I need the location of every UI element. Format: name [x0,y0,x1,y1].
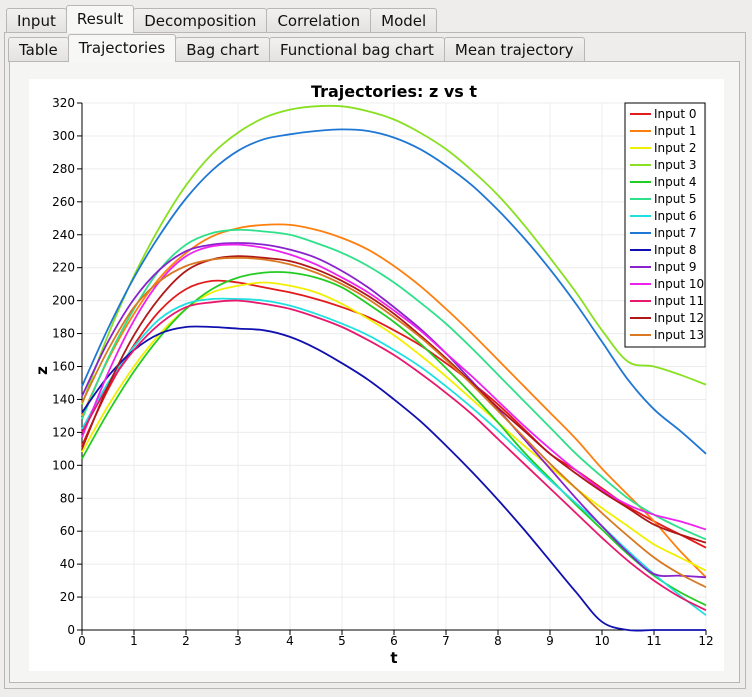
y-tick-label: 100 [52,458,75,472]
legend-label-input-11: Input 11 [654,294,704,308]
main-tab-bar: Input Result Decomposition Correlation Model [6,5,438,33]
legend-box [624,102,706,348]
y-tick-label: 40 [60,557,75,571]
y-tick-label: 60 [60,524,75,538]
x-tick-label: 2 [182,634,190,648]
subtab-table[interactable]: Table [8,37,69,62]
series-line-input-7 [81,128,707,455]
chart-title: Trajectories: z vs t [311,82,477,101]
subtab-bag-chart[interactable]: Bag chart [175,37,270,62]
legend-label-input-4: Input 4 [654,175,697,189]
y-tick-label: 20 [60,590,75,604]
legend-label-input-0: Input 0 [654,107,697,121]
x-tick-label: 10 [594,634,609,648]
x-tick-label: 1 [130,634,138,648]
y-tick-label: 80 [60,491,75,505]
x-tick-label: 3 [234,634,242,648]
x-tick-label: 6 [390,634,398,648]
x-axis-label: t [390,649,397,667]
legend-label-input-12: Input 12 [654,311,704,325]
series-line-input-5 [81,228,707,541]
subtab-trajectories[interactable]: Trajectories [67,34,177,62]
tab-result[interactable]: Result [65,5,135,33]
x-tick-label: 0 [78,634,86,648]
tab-input[interactable]: Input [6,8,67,33]
y-tick-label: 300 [52,129,75,143]
series-line-input-1 [81,223,707,578]
subtab-mean-trajectory[interactable]: Mean trajectory [443,37,585,62]
series-line-input-4 [81,271,707,607]
x-tick-label: 11 [646,634,661,648]
x-tick-label: 12 [698,634,713,648]
series-line-input-3 [81,104,707,405]
x-tick-label: 7 [442,634,450,648]
chart-area: 0 1 2 3 4 5 6 7 8 9 10 11 12 0 20 40 60 80 100 120 140 160 180… [29,79,724,671]
series-line-input-10 [81,243,707,531]
legend-label-input-13: Input 13 [654,328,704,342]
y-tick-label: 200 [52,294,75,308]
y-tick-label: 140 [52,392,75,406]
series-line-input-0 [81,279,707,549]
y-tick-label: 240 [52,228,75,242]
x-tick-label: 8 [494,634,502,648]
legend-label-input-7: Input 7 [654,226,697,240]
tab-correlation[interactable]: Correlation [266,8,372,33]
result-subtab-bar: Table Trajectories Bag chart Functional bag… [8,34,585,62]
y-axis-label: z [33,366,51,375]
subtab-functional-bag-chart[interactable]: Functional bag chart [268,37,445,62]
series-line-input-11 [81,299,707,612]
x-tick-label: 9 [546,634,554,648]
legend-label-input-10: Input 10 [654,277,704,291]
tab-decomposition[interactable]: Decomposition [133,8,268,33]
y-tick-label: 160 [52,360,75,374]
y-tick-label: 220 [52,261,75,275]
legend-label-input-2: Input 2 [654,141,697,155]
legend-label-input-1: Input 1 [654,124,697,138]
y-tick-label: 280 [52,162,75,176]
series-line-input-12 [81,255,707,544]
x-tick-label: 5 [338,634,346,648]
legend-label-input-8: Input 8 [654,243,697,257]
x-tick-label: 4 [286,634,294,648]
trajectories-chart: 0 1 2 3 4 5 6 7 8 9 10 11 12020406080100120140160180… [33,82,714,667]
y-tick-label: 0 [67,623,75,637]
legend-label-input-3: Input 3 [654,158,697,172]
y-tick-label: 120 [52,425,75,439]
y-tick-label: 260 [52,195,75,209]
series-line-input-8 [81,325,706,632]
series-line-input-9 [81,242,707,579]
legend-label-input-5: Input 5 [654,192,697,206]
legend-label-input-6: Input 6 [654,209,697,223]
legend-label-input-9: Input 9 [654,260,697,274]
tab-model[interactable]: Model [370,8,438,33]
y-tick-label: 180 [52,327,75,341]
series-line-input-13 [81,256,707,589]
y-tick-label: 320 [52,96,75,110]
